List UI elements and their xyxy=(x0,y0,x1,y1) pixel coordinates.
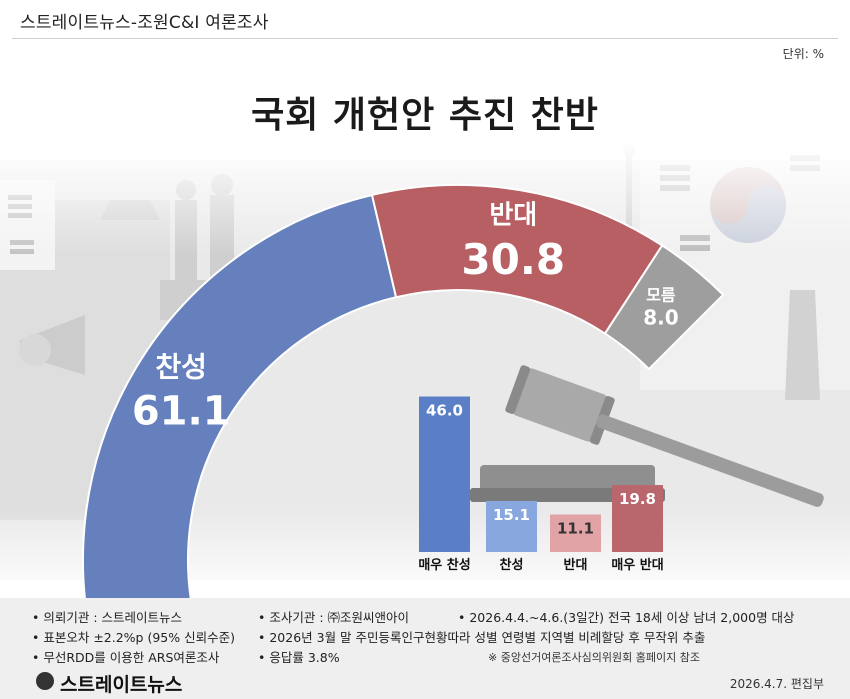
footer-client: • 의뢰기관 : 스트레이트뉴스 xyxy=(32,610,183,625)
header: 스트레이트뉴스-조원C&I 여론조사 xyxy=(0,0,850,40)
footer-response-rate: • 응답률 3.8% xyxy=(258,650,340,665)
footer-period: • 2026.4.4.~4.6.(3일간) 전국 18세 이상 남녀 2,000… xyxy=(458,610,795,625)
chart-area: 찬성 61.1 반대 30.8 모름8.0 46.0 매우 찬성 15.1 찬성 11.1 반대 1… xyxy=(82,184,725,600)
bar-chart: 46.0 매우 찬성 15.1 찬성 11.1 반대 19.8 매우 반대 xyxy=(418,396,664,573)
bar-value-2: 11.1 xyxy=(557,519,594,537)
footer-note: ※ 중앙선거여론조사심의위원회 홈페이지 참조 xyxy=(488,651,700,664)
bar-value-0: 46.0 xyxy=(426,402,463,420)
bar-category-2: 반대 xyxy=(564,557,588,573)
footer-error: • 표본오차 ±2.2%p (95% 신뢰수준) xyxy=(32,630,235,645)
donut-label-0: 찬성 xyxy=(155,351,207,384)
header-divider xyxy=(12,38,838,39)
bar-value-3: 19.8 xyxy=(619,490,656,508)
donut-value-2: 8.0 xyxy=(643,305,678,329)
footer-method: • 무선RDD를 이용한 ARS여론조사 xyxy=(32,650,220,665)
bar-category-0: 매우 찬성 xyxy=(418,557,470,573)
donut-segment-2 xyxy=(603,244,725,371)
bar-2 xyxy=(550,514,601,552)
donut-segment-0 xyxy=(82,193,398,600)
donut-value-0: 61.1 xyxy=(132,389,231,435)
bar-value-1: 15.1 xyxy=(493,506,530,524)
semi-donut-chart: 찬성 61.1 반대 30.8 모름8.0 xyxy=(82,184,725,600)
footer-sampling: • 2026년 3월 말 주민등록인구현황따라 성별 연령별 지역별 비례할당 … xyxy=(258,630,706,645)
donut-value-1: 30.8 xyxy=(461,235,565,284)
donut-label-1: 반대 xyxy=(489,200,537,230)
bar-category-1: 찬성 xyxy=(500,557,524,573)
bar-1 xyxy=(486,500,537,552)
unit-label: 단위: % xyxy=(782,47,824,61)
publish-date: 2026.4.7. 편집부 xyxy=(729,677,824,691)
header-title: 스트레이트뉴스-조원C&I 여론조사 xyxy=(20,13,269,33)
chart-title: 국회 개헌안 추진 찬반 xyxy=(251,95,599,136)
bar-0 xyxy=(419,396,470,552)
brand-logo-icon xyxy=(36,672,54,690)
brand-name: 스트레이트뉴스 xyxy=(60,674,183,696)
footer: • 의뢰기관 : 스트레이트뉴스 • 조사기관 : ㈜조원씨앤아이 • 2026… xyxy=(0,598,850,699)
footer-surveyor: • 조사기관 : ㈜조원씨앤아이 xyxy=(258,610,410,625)
donut-label-2: 모름 xyxy=(646,285,676,304)
bar-category-3: 매우 반대 xyxy=(611,557,663,573)
bar-3 xyxy=(612,485,663,552)
